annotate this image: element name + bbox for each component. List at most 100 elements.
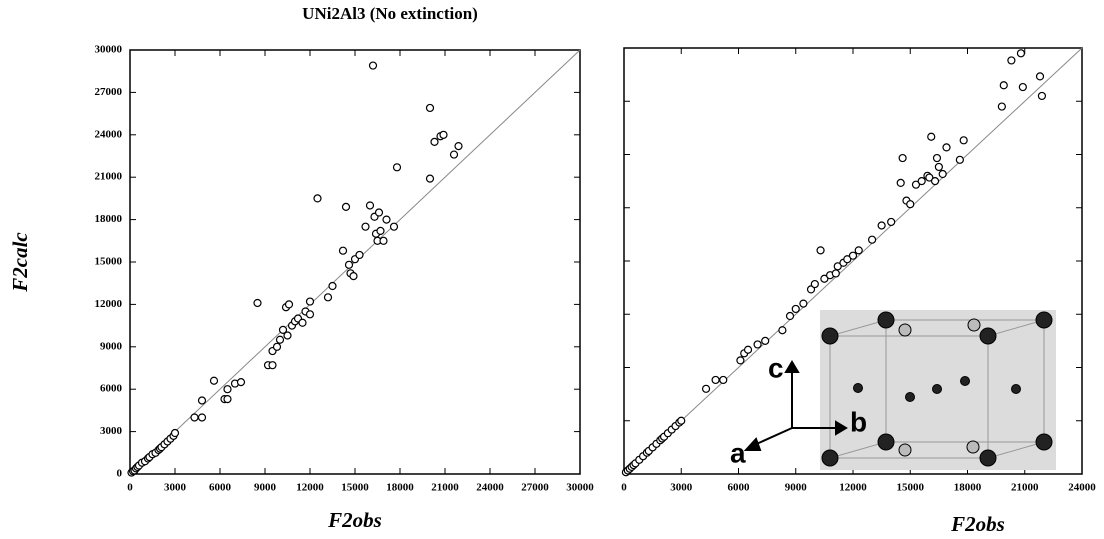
data-point [761,336,770,345]
x-tick-label: 0 [127,482,133,494]
y-tick-label: 30000 [95,44,123,56]
data-point [1016,49,1026,58]
data-point [197,413,207,422]
x-tick-label: 24000 [1068,482,1096,494]
data-point [389,222,399,231]
y-axis-label: F2calc [8,232,32,293]
x-tick-label: 6000 [209,482,232,494]
x-tick-label: 9000 [785,482,808,494]
x-tick-label: 21000 [431,482,459,494]
data-point [236,378,246,387]
data-point [344,260,354,269]
data-point [932,153,942,163]
data-point [313,194,322,203]
data-point [810,279,819,289]
x-axis-label: F2obs [327,508,382,532]
data-point [361,222,370,231]
data-point [934,162,943,172]
data-point [382,215,391,224]
data-point [1037,91,1047,101]
y-tick-label: 15000 [95,256,123,268]
y-tick-label: 27000 [95,86,123,98]
data-point [284,300,294,309]
data-point [854,246,863,255]
x-tick-label: 3000 [164,482,187,494]
data-point [305,297,315,306]
chart-title: UNi2Al3 (No extinction) [302,4,478,23]
data-point [365,201,375,210]
x-tick-label: 18000 [386,482,414,494]
data-point [425,103,435,113]
data-point [925,173,934,182]
data-point [833,262,842,271]
data-point [820,274,829,283]
data-point [785,311,795,321]
x-axis-label: F2obs [950,512,1005,536]
data-point [253,298,262,308]
y-tick-label: 9000 [100,340,123,352]
data-point [454,142,463,151]
data-point [799,299,808,308]
data-point [955,155,964,164]
data-point [374,208,384,217]
x-tick-label: 27000 [521,482,549,494]
data-point [278,325,288,334]
data-point [896,178,905,187]
atoms [821,311,1053,467]
data-point [831,269,840,278]
inset-axis-label: c [768,352,784,383]
x-tick-label: 0 [621,482,627,494]
data-point [806,285,816,294]
y-tick-label: 24000 [95,128,123,140]
x-tick-label: 30000 [566,482,594,494]
data-point [942,143,951,152]
x-tick-label: 6000 [728,482,751,494]
data-point [753,340,762,349]
x-tick-label: 21000 [1011,482,1039,494]
data-point [843,255,852,264]
data-point [376,226,385,236]
data-point [379,236,388,245]
data-point [1035,72,1045,81]
data-point [848,251,858,260]
data-point [1018,82,1027,92]
y-tick-label: 21000 [95,171,123,183]
inset-axis-label: a [730,437,746,468]
y-tick-label: 18000 [95,213,123,225]
data-point [338,246,348,255]
data-point [999,81,1008,90]
x-tick-label: 9000 [254,482,277,494]
data-point [938,169,947,179]
data-point [209,376,219,385]
data-point [223,394,232,404]
y-tick-label: 3000 [100,425,123,437]
inset-axis-label: b [850,406,867,437]
data-point [906,200,915,209]
data-point [223,385,232,394]
data-point [791,304,800,314]
data-point [701,384,711,393]
x-tick-label: 18000 [954,482,982,494]
data-point [190,413,199,422]
data-point [268,361,277,370]
data-point [867,235,877,244]
x-tick-label: 3000 [670,482,693,494]
data-point [927,132,936,141]
axis-arrows [743,360,848,451]
data-point [275,335,285,344]
data-point [997,102,1006,111]
data-point [719,375,728,385]
data-point [743,345,753,354]
data-point [355,250,364,260]
data-point [368,61,378,70]
identity-line [623,47,1083,475]
data-point [677,416,686,425]
data-point [283,331,292,340]
y-tick-label: 6000 [100,383,123,395]
data-point [887,217,896,227]
data-point [1007,56,1016,65]
data-point [736,356,745,365]
data-point [305,310,315,319]
data-point [323,293,333,302]
